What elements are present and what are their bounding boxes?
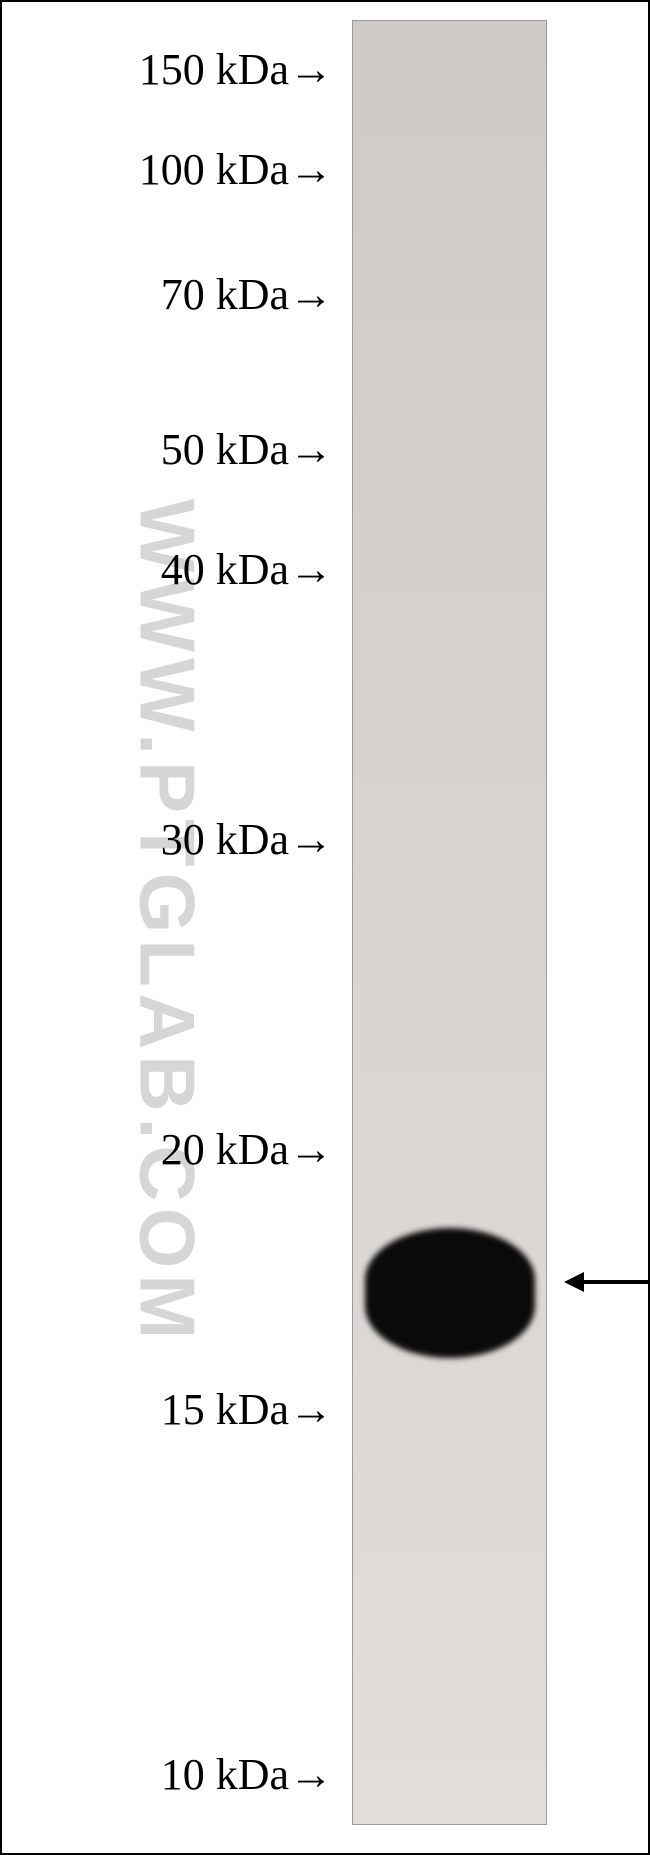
marker-label: 150 kDa→ — [139, 44, 333, 95]
watermark-text: WWW.PTGLAB.COM — [122, 499, 213, 1346]
blot-container: WWW.PTGLAB.COM 150 kDa→ 100 kDa→ 70 kDa→ 50… — [0, 0, 650, 1855]
marker-label: 15 kDa→ — [161, 1384, 333, 1435]
protein-band — [365, 1228, 535, 1358]
blot-lane — [352, 20, 547, 1825]
band-pointer-arrow — [562, 1262, 650, 1302]
marker-label: 30 kDa→ — [161, 814, 333, 865]
marker-label: 20 kDa→ — [161, 1124, 333, 1175]
marker-label: 100 kDa→ — [139, 144, 333, 195]
marker-label: 40 kDa→ — [161, 544, 333, 595]
marker-label: 50 kDa→ — [161, 424, 333, 475]
marker-label: 70 kDa→ — [161, 269, 333, 320]
marker-label: 10 kDa→ — [161, 1749, 333, 1800]
